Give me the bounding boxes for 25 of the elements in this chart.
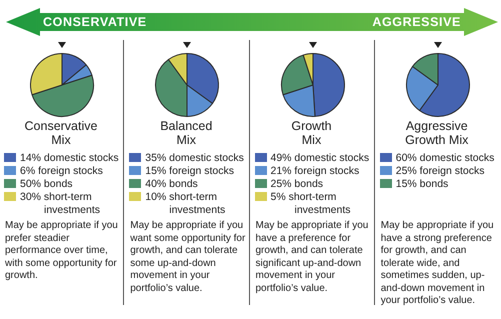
text: May be appropriate if you want some opportunity for growth, and can tolerate some up-and-down movement in your portfolio’s value. [130,220,246,295]
legend-label: 25% bonds [270,178,324,191]
text: Growth Mix [290,119,333,147]
legend-label: 5% short-term investments [270,191,352,217]
text: Aggressive Growth Mix [404,119,470,147]
text: Balanced Mix [159,119,214,147]
text: Conservative Mix [24,119,98,147]
legend-label: 15% bonds [396,178,450,191]
text: May be appropriate if you have a strong preference for growth, and can tolerate wide, and sometimes sudden, up-and-down movement in your portfolio’s value. [380,220,495,308]
legend-label: 14% domestic stocks [20,152,120,165]
legend-label: 49% domestic stocks [270,152,370,165]
text: May be appropriate if you prefer steadier performance over time, with some opportunity for growth. [5,220,119,282]
text: CONSERVATIVE [43,15,147,29]
legend-label: 60% domestic stocks [396,152,496,165]
legend-label: 35% domestic stocks [145,152,245,165]
text: AGGRESSIVE [372,15,461,29]
legend-label: 15% foreign stocks [145,165,235,178]
legend-label: 10% short-term investments [145,191,226,217]
legend-label: 21% foreign stocks [270,165,360,178]
text: May be appropriate if you have a preference for growth, and can tolerate significant up-and-down movement in your portfolio’s value. [256,220,370,295]
legend-label: 50% bonds [20,178,74,191]
legend-label: 25% foreign stocks [396,165,486,178]
legend-label: 30% short-term investments [20,191,102,217]
legend-label: 40% bonds [145,178,199,191]
legend-label: 6% foreign stocks [20,165,104,178]
